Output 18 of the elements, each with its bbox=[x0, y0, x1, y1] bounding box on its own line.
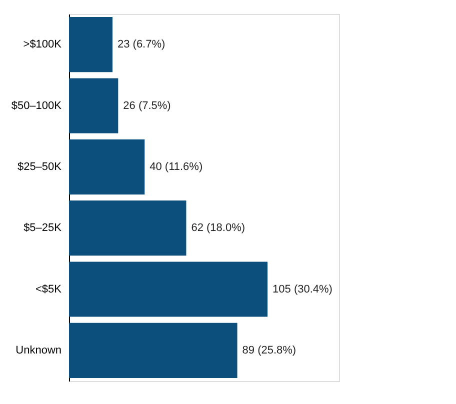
bar bbox=[69, 322, 238, 378]
data-label: 40 (11.6%) bbox=[150, 160, 203, 173]
data-label: 62 (18.0%) bbox=[191, 222, 246, 234]
data-label: 23 (6.7%) bbox=[117, 38, 166, 51]
data-label: 89 (25.8%) bbox=[242, 344, 296, 356]
bar bbox=[69, 139, 145, 194]
y-tick-label: $25–50K bbox=[17, 160, 62, 173]
y-tick-label: >$100K bbox=[23, 38, 62, 51]
y-tick-label: <$5K bbox=[36, 283, 62, 296]
bar bbox=[69, 78, 118, 134]
bar bbox=[69, 17, 112, 72]
data-label: 105 (30.4%) bbox=[272, 283, 332, 296]
bar bbox=[69, 262, 268, 317]
bar bbox=[69, 200, 186, 256]
data-label: 26 (7.5%) bbox=[123, 100, 171, 112]
y-tick-label: $50–100K bbox=[11, 100, 62, 112]
y-tick-label: Unknown bbox=[16, 344, 62, 356]
y-tick-label: $5–25K bbox=[24, 222, 62, 234]
